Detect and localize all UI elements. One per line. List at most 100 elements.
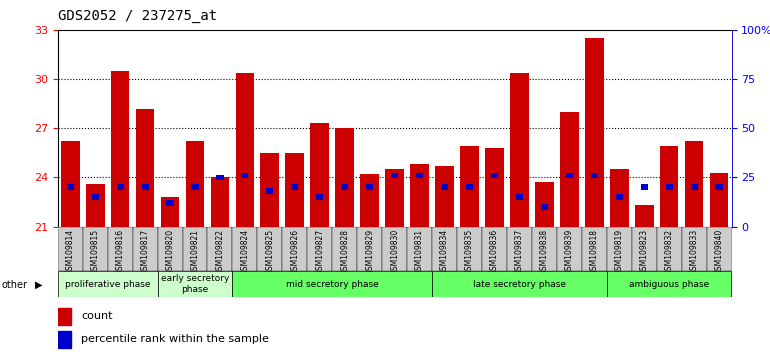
Bar xyxy=(510,73,529,227)
Text: other: other xyxy=(2,280,28,290)
Bar xyxy=(182,227,207,271)
Bar xyxy=(466,184,473,190)
Bar xyxy=(210,177,229,227)
Bar xyxy=(116,184,124,190)
Bar xyxy=(357,227,382,271)
Bar xyxy=(283,227,307,271)
Text: proliferative phase: proliferative phase xyxy=(65,280,150,289)
Bar xyxy=(336,128,354,227)
Text: GSM109819: GSM109819 xyxy=(614,229,624,275)
Bar xyxy=(607,271,731,297)
Bar xyxy=(634,205,654,227)
Bar xyxy=(58,271,158,297)
Bar xyxy=(482,227,507,271)
Bar xyxy=(665,184,673,190)
Bar xyxy=(532,227,557,271)
Bar xyxy=(366,184,373,190)
Bar xyxy=(660,146,678,227)
Text: GSM109837: GSM109837 xyxy=(515,229,524,275)
Bar xyxy=(241,173,249,178)
Text: GSM109823: GSM109823 xyxy=(640,229,648,275)
Text: GSM109818: GSM109818 xyxy=(590,229,599,275)
Bar xyxy=(216,175,223,180)
Bar xyxy=(310,124,329,227)
Bar xyxy=(158,227,182,271)
Text: GSM109820: GSM109820 xyxy=(166,229,175,275)
Text: count: count xyxy=(82,312,113,321)
Text: GSM109830: GSM109830 xyxy=(390,229,399,275)
Bar xyxy=(591,173,598,178)
Bar xyxy=(541,204,548,210)
Bar xyxy=(108,227,132,271)
Bar xyxy=(332,227,357,271)
Text: GSM109825: GSM109825 xyxy=(266,229,274,275)
Text: percentile rank within the sample: percentile rank within the sample xyxy=(82,335,270,344)
Bar xyxy=(441,184,448,190)
Bar xyxy=(607,227,631,271)
Bar xyxy=(136,109,155,227)
Bar xyxy=(457,227,482,271)
Bar xyxy=(166,200,173,206)
Bar xyxy=(233,271,432,297)
Bar xyxy=(186,141,204,227)
Bar xyxy=(715,184,722,190)
Bar xyxy=(161,197,179,227)
Bar xyxy=(291,184,298,190)
Text: ▶: ▶ xyxy=(35,280,43,290)
Bar xyxy=(641,184,648,190)
Bar xyxy=(382,227,407,271)
Bar xyxy=(391,173,398,178)
Text: mid secretory phase: mid secretory phase xyxy=(286,280,379,289)
Bar xyxy=(257,227,283,271)
Bar xyxy=(691,184,698,190)
Bar xyxy=(681,227,707,271)
Text: GSM109826: GSM109826 xyxy=(290,229,300,275)
Bar xyxy=(260,153,280,227)
Bar xyxy=(516,194,523,200)
Bar xyxy=(360,174,379,227)
Bar xyxy=(111,71,129,227)
Text: early secretory
phase: early secretory phase xyxy=(161,274,229,294)
Bar xyxy=(616,194,623,200)
Text: GSM109832: GSM109832 xyxy=(665,229,674,275)
Bar xyxy=(507,227,532,271)
Text: GSM109817: GSM109817 xyxy=(141,229,149,275)
Bar xyxy=(560,112,579,227)
Bar xyxy=(266,188,273,194)
Bar xyxy=(566,173,573,178)
Bar xyxy=(582,227,607,271)
Bar xyxy=(286,153,304,227)
Text: GSM109827: GSM109827 xyxy=(315,229,324,275)
Bar xyxy=(657,227,681,271)
Text: GSM109835: GSM109835 xyxy=(465,229,474,275)
Text: ambiguous phase: ambiguous phase xyxy=(629,280,709,289)
Bar xyxy=(385,169,404,227)
Bar xyxy=(460,146,479,227)
Text: GSM109840: GSM109840 xyxy=(715,229,724,275)
Text: GSM109838: GSM109838 xyxy=(540,229,549,275)
Text: GSM109816: GSM109816 xyxy=(116,229,125,275)
Bar xyxy=(158,271,233,297)
Bar xyxy=(142,184,149,190)
Bar xyxy=(685,141,704,227)
Bar xyxy=(432,271,607,297)
Bar xyxy=(535,182,554,227)
Text: GSM109829: GSM109829 xyxy=(365,229,374,275)
Bar xyxy=(707,227,732,271)
Bar xyxy=(307,227,332,271)
Bar xyxy=(585,38,604,227)
Bar xyxy=(341,184,348,190)
Bar xyxy=(82,227,108,271)
Bar xyxy=(410,164,429,227)
Bar xyxy=(58,308,71,325)
Text: GSM109836: GSM109836 xyxy=(490,229,499,275)
Text: GSM109834: GSM109834 xyxy=(440,229,449,275)
Bar xyxy=(236,73,254,227)
Bar xyxy=(435,166,454,227)
Bar xyxy=(58,331,71,348)
Bar xyxy=(610,169,628,227)
Bar xyxy=(233,227,257,271)
Bar xyxy=(192,184,199,190)
Bar xyxy=(207,227,233,271)
Text: GSM109814: GSM109814 xyxy=(65,229,75,275)
